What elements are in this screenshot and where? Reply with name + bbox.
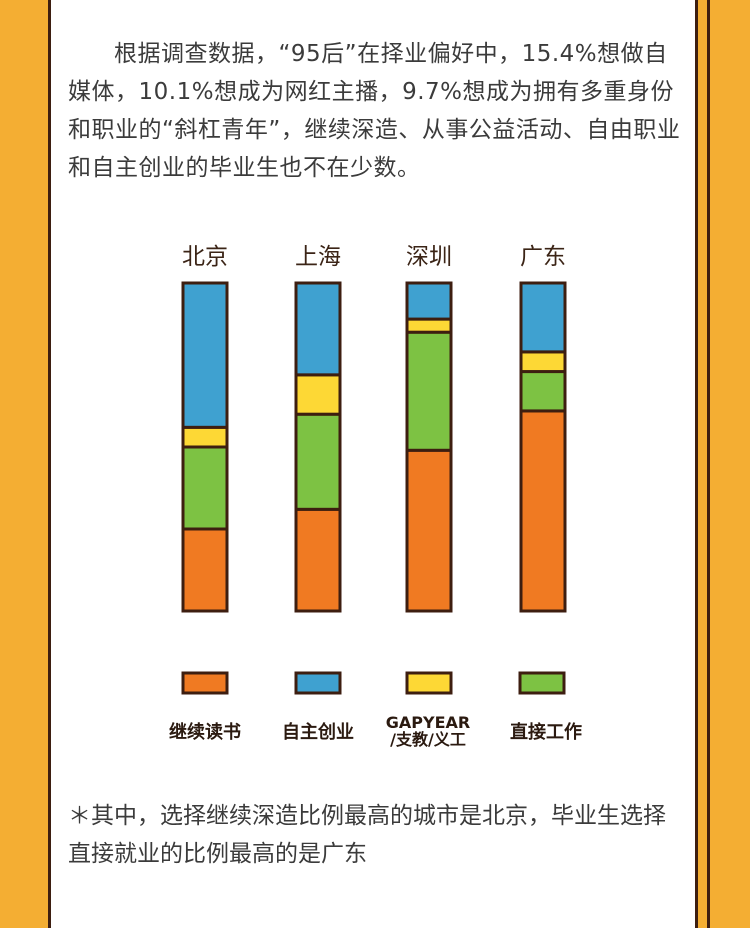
bar-segment-beijing-2 <box>181 425 229 449</box>
bar-segment-beijing-1 <box>181 445 229 531</box>
legend-swatch-entrepreneurship <box>294 671 342 695</box>
chart-category-labels: 北京 上海 深圳 广东 <box>182 244 566 270</box>
bar-segment-shanghai-0 <box>294 507 342 613</box>
bar-segment-shenzhen-2 <box>405 317 453 334</box>
bar-segment-shanghai-2 <box>294 373 342 416</box>
bar-segment-beijing-0 <box>181 527 229 613</box>
bar-segment-guangdong-2 <box>519 350 567 374</box>
legend-label-continue-study: 继续读书 <box>169 721 241 743</box>
left-border <box>48 0 51 928</box>
bar-segment-shanghai-1 <box>294 412 342 511</box>
intro-paragraph: 根据调查数据，“95后”在择业偏好中，15.4%想做自媒体，10.1%想成为网红… <box>68 41 681 181</box>
bar-segment-beijing-3 <box>181 281 229 429</box>
legend-label-entrepreneurship: 自主创业 <box>282 721 354 743</box>
legend-swatch-direct-work <box>518 671 566 695</box>
legend-label-gapyear: GAPYEAR <box>386 713 470 732</box>
category-label-shanghai: 上海 <box>295 244 341 270</box>
bar-segment-guangdong-1 <box>519 370 567 413</box>
bar-segment-guangdong-3 <box>519 281 567 354</box>
legend-swatch-gapyear <box>405 671 453 695</box>
right-border-outer <box>707 0 710 928</box>
bar-segment-guangdong-0 <box>519 409 567 613</box>
content-panel <box>51 0 695 928</box>
bar-segment-shanghai-3 <box>294 281 342 377</box>
category-label-guangdong: 广东 <box>520 244 566 270</box>
bar-segment-shenzhen-1 <box>405 330 453 452</box>
right-border-inner <box>695 0 698 928</box>
footnote: ＊其中，选择继续深造比例最高的城市是北京，毕业生选择直接就业的比例最高的是广东 <box>68 803 666 867</box>
right-border-stripe <box>698 0 707 928</box>
category-label-beijing: 北京 <box>182 244 228 270</box>
legend-label-direct-work: 直接工作 <box>510 721 582 743</box>
legend-swatch-continue-study <box>181 671 229 695</box>
bar-segment-shenzhen-3 <box>405 281 453 321</box>
category-label-shenzhen: 深圳 <box>406 244 452 270</box>
chart-legend: 继续读书 自主创业 GAPYEAR /支教/义工 直接工作 <box>169 671 582 749</box>
legend-label-gapyear-sub: /支教/义工 <box>390 730 466 749</box>
bar-segment-shenzhen-0 <box>405 448 453 613</box>
chart-bars <box>181 281 567 613</box>
